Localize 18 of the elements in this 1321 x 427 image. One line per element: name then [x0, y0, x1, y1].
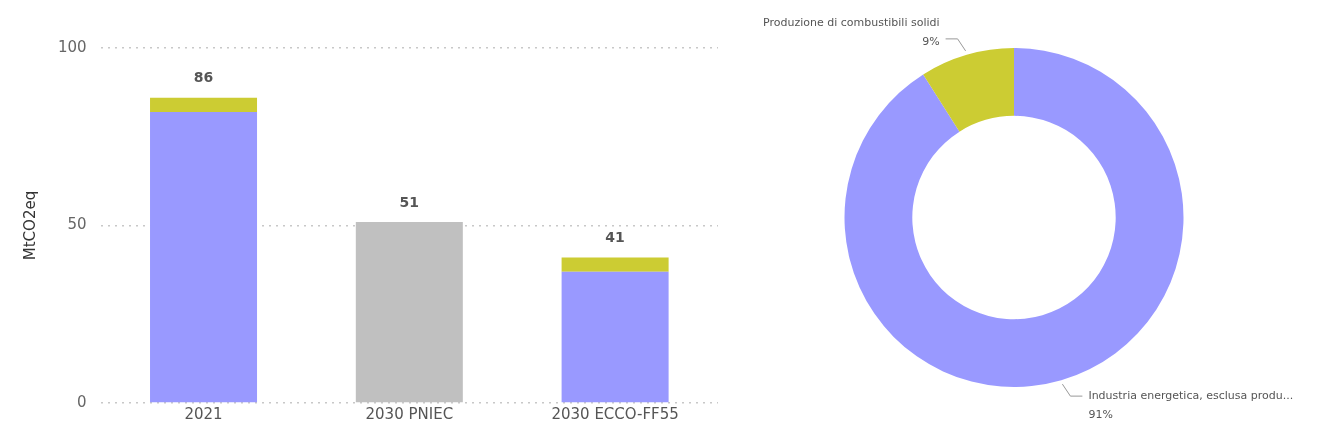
slice-label: Industria energetica, esclusa produ... [1088, 388, 1294, 402]
data-label: 9% [922, 34, 940, 48]
y-tick-label: 50 [67, 215, 87, 234]
total-label: 41 [605, 229, 625, 246]
y-tick-label: 100 [57, 37, 87, 56]
y-tick-label: 0 [77, 392, 87, 411]
slice-label: Produzione di combustibili solidi [763, 15, 940, 29]
x-tick-label: 2021 [184, 404, 223, 423]
y-axis-title: MtCO2eq [20, 190, 39, 261]
x-tick-label: 2030 ECCO-FF55 [551, 404, 679, 423]
total-label: 86 [193, 69, 214, 86]
data-label: 91% [1088, 407, 1113, 421]
bar [561, 257, 669, 272]
bar [150, 97, 258, 112]
x-tick-label: 2030 PNIEC [365, 404, 454, 423]
total-label: 51 [399, 193, 420, 210]
bar [561, 271, 669, 403]
bar [150, 111, 258, 403]
